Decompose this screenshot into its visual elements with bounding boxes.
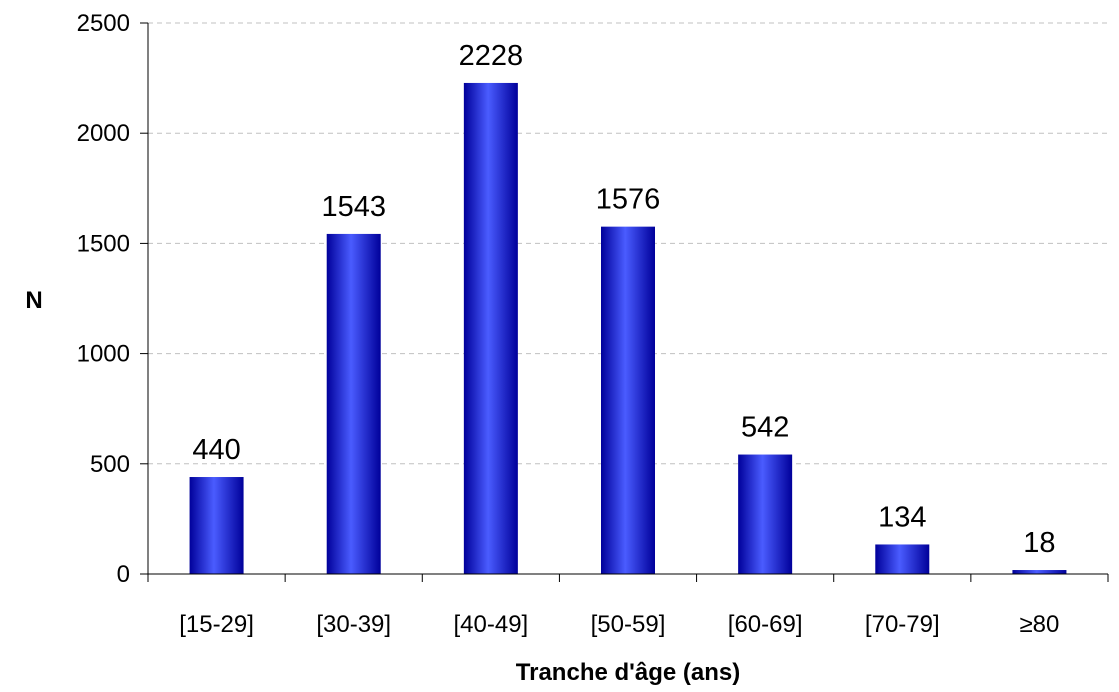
y-tick-label: 500 xyxy=(90,451,130,478)
y-tick-label: 0 xyxy=(117,561,130,588)
y-tick-label: 1500 xyxy=(77,230,130,257)
bar xyxy=(738,454,793,574)
axes xyxy=(140,22,1109,582)
x-tick-label: [30-39] xyxy=(316,611,391,638)
y-tick-label: 2500 xyxy=(77,10,130,37)
x-tick-label: ≥80 xyxy=(1019,611,1059,638)
data-label: 1576 xyxy=(596,184,661,216)
bar xyxy=(1012,570,1067,574)
bar xyxy=(875,544,930,574)
x-axis-title: Tranche d'âge (ans) xyxy=(516,659,740,686)
y-tick-label: 1000 xyxy=(77,341,130,368)
y-tick-label: 2000 xyxy=(77,120,130,147)
data-label: 542 xyxy=(741,412,789,444)
x-tick-label: [15-29] xyxy=(179,611,254,638)
bars xyxy=(189,82,1067,575)
data-label: 134 xyxy=(878,501,926,533)
data-label: 18 xyxy=(1023,527,1055,559)
data-label: 1543 xyxy=(321,191,386,223)
data-label: 2228 xyxy=(459,40,524,72)
bar xyxy=(463,82,518,575)
bar xyxy=(601,226,655,574)
bar xyxy=(189,477,244,574)
data-label: 440 xyxy=(192,434,240,466)
labels: 440 1543 2228 1576 542 134 18 0 500 1000 1500 2000 2… xyxy=(77,10,1060,638)
bar xyxy=(326,233,381,575)
x-tick-label: [50-59] xyxy=(591,611,666,638)
x-tick-label: [70-79] xyxy=(865,611,940,638)
x-tick-label: [40-49] xyxy=(453,611,528,638)
x-tick-label: [60-69] xyxy=(728,611,803,638)
y-axis-title: N xyxy=(25,287,42,314)
